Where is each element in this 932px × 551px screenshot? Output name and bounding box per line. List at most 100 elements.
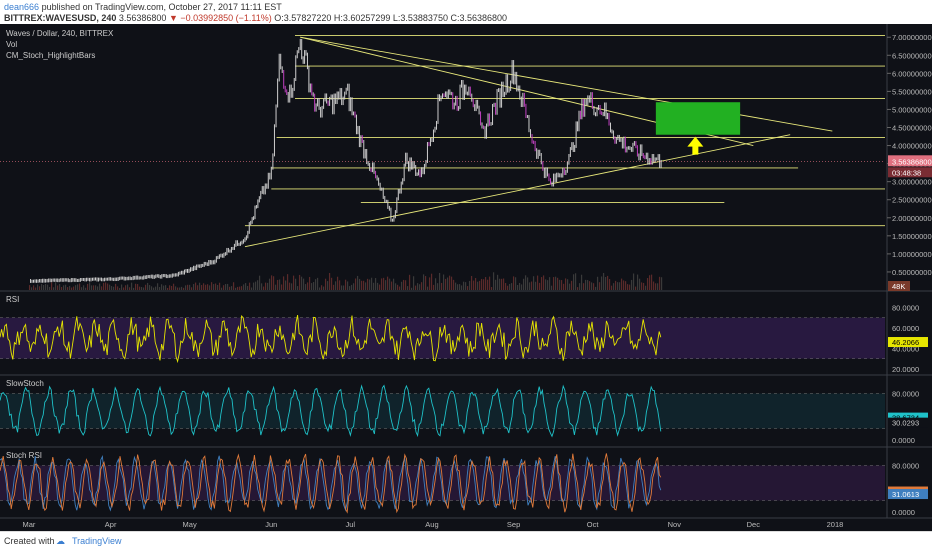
volume-bar [460,285,463,290]
volume-bar [342,285,345,290]
volume-bar [590,282,593,290]
author-link[interactable]: dean666 [4,2,40,12]
volume-bar [550,285,553,290]
time-axis-label: Apr [105,520,117,529]
volume-bar [636,274,639,290]
volume-bar [510,283,513,290]
volume-bar [70,287,73,290]
volume-bar [584,279,587,290]
volume-bar [100,286,103,290]
volume-bar [462,281,465,290]
volume-bar [210,282,213,290]
volume-bar [516,285,519,290]
volume-bar [246,285,249,290]
volume-bar [580,274,583,290]
chart-area[interactable]: 7.00000000 6.50000000 6.00000000 5.50000000… [0,24,932,531]
price-axis-label: 6.50000000 [892,51,932,60]
slowstoch-k-badge [888,412,928,423]
volume-bar [166,287,169,290]
volume-bar [548,277,551,290]
change-text: ▼ −0.03992850 (−1.11%) [168,13,272,23]
volume-bar [578,283,581,290]
time-axis-label: Sep [507,520,520,529]
volume-bar [478,280,481,290]
volume-bar [354,278,357,290]
volume-bar [646,278,649,290]
volume-bar [406,286,409,290]
target-zone-box [655,102,741,135]
volume-bar [268,278,271,290]
volume-bar [28,285,31,290]
price-axis-label: 5.50000000 [892,87,932,96]
volume-bar [334,281,337,290]
srsi-axis-label: 80.0000 [892,462,919,471]
volume-bar [272,276,275,290]
volume-bar [586,280,589,290]
volume-bar [262,286,265,290]
chart-svg[interactable]: 7.00000000 6.50000000 6.00000000 5.50000000… [0,24,932,531]
volume-bar [320,285,323,290]
volume-bar [46,284,49,290]
volume-bar [30,287,33,290]
volume-bar [110,286,113,290]
volume-bar [448,275,451,290]
volume-bar [658,276,661,290]
volume-bar [318,287,321,290]
volume-bar [432,284,435,290]
publish-line: dean666 published on TradingView.com, Oc… [4,2,282,12]
volume-bar [190,287,193,290]
volume-bar [542,275,545,290]
volume-bar [628,284,631,290]
volume-bar [132,287,135,290]
volume-bar [164,285,167,290]
volume-bar [112,286,115,290]
volume-bar [54,282,57,290]
volume-bar [488,276,491,290]
volume-bar [618,282,621,290]
publish-text: published on TradingView.com, October 27… [41,2,282,12]
price-axis-label: 1.50000000 [892,232,932,241]
volume-bar [78,283,81,290]
volume-bar [236,286,239,290]
time-axis-label: Aug [425,520,438,529]
volume-bar [408,274,411,290]
rsi-last-value: 46.2066 [892,338,919,347]
volume-bar [466,286,469,290]
volume-bar [520,284,523,290]
volume-bar [60,286,63,290]
volume-bar [162,285,165,290]
volume-bar [624,281,627,290]
volume-bar [196,285,199,290]
ohlc-text: O:3.57827220 H:3.60257299 L:3.53883750 C… [274,13,508,23]
volume-bar [232,282,235,290]
volume-bar [604,276,607,290]
volume-bar [208,285,211,290]
volume-bar [298,274,301,290]
price-axis-label: 2.00000000 [892,214,932,223]
volume-bar [400,281,403,290]
volume-bar [514,277,517,290]
volume-bar [126,284,129,290]
volume-bar [630,279,633,290]
created-with-text: Created with [4,536,55,546]
volume-bar [594,286,597,290]
volume-bar [378,284,381,290]
volume-bar [348,286,351,290]
volume-bar [150,286,153,290]
tradingview-brand[interactable]: TradingView [72,536,122,546]
legend-indicator: CM_Stoch_HighlightBars [6,51,95,60]
volume-bar [240,286,243,290]
volume-bar [600,276,603,290]
volume-bar [294,278,297,290]
volume-bar [390,281,393,290]
volume-bar [158,287,161,290]
volume-bar [92,285,95,290]
volume-bar [82,285,85,290]
volume-bar [376,282,379,290]
slowstoch-d-value: 30.0293 [892,419,919,428]
volume-bar [96,286,99,290]
volume-bar [556,277,559,290]
volume-bar [544,279,547,290]
symbol-name: BITTREX:WAVESUSD, 240 [4,13,117,23]
volume-bar [140,286,143,290]
